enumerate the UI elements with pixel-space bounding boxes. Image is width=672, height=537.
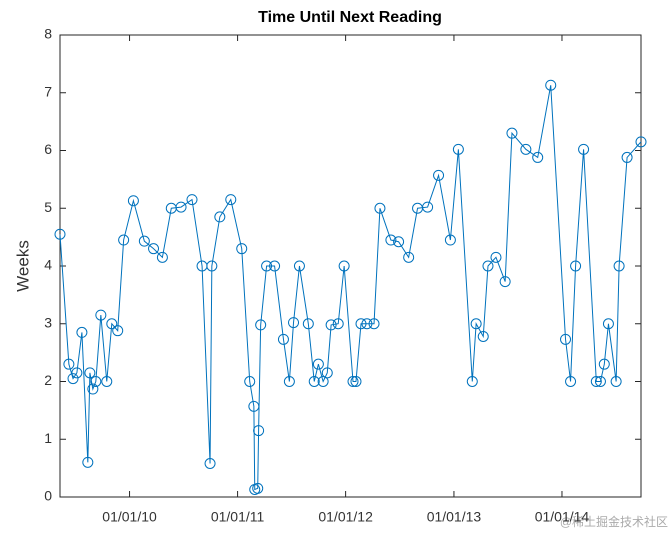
- data-point: [288, 317, 300, 329]
- data-point: [532, 151, 544, 163]
- data-point: [422, 201, 434, 213]
- y-tick-label: 8: [44, 26, 52, 42]
- data-point: [355, 318, 367, 330]
- chart-title: Time Until Next Reading: [258, 9, 442, 26]
- x-tick-label: 01/01/14: [535, 509, 590, 525]
- data-point: [332, 318, 344, 330]
- data-point: [361, 318, 373, 330]
- data-point: [156, 251, 168, 263]
- data-point: [560, 333, 572, 345]
- data-point: [236, 243, 248, 255]
- data-point: [452, 143, 464, 155]
- axes-box: [59, 34, 642, 498]
- data-point: [106, 318, 118, 330]
- data-point: [269, 260, 281, 272]
- data-point: [578, 143, 590, 155]
- data-point: [148, 243, 160, 255]
- data-point: [252, 482, 264, 494]
- data-point: [175, 201, 187, 213]
- data-point: [206, 260, 218, 272]
- y-tick-label: 3: [44, 314, 52, 330]
- data-point: [385, 234, 397, 246]
- data-point: [118, 234, 130, 246]
- data-point: [444, 234, 456, 246]
- data-point: [466, 376, 478, 387]
- data-point: [321, 367, 333, 379]
- data-point: [54, 228, 66, 240]
- y-tick-label: 6: [44, 141, 52, 157]
- data-point: [71, 367, 83, 379]
- y-tick-label: 4: [44, 257, 52, 273]
- data-point: [76, 326, 88, 338]
- data-point: [67, 373, 79, 385]
- data-point: [403, 251, 415, 263]
- y-tick-label: 7: [44, 83, 52, 99]
- data-point: [112, 325, 124, 337]
- data-point: [325, 319, 337, 331]
- data-point: [374, 202, 386, 214]
- data-point: [433, 169, 445, 181]
- data-point: [95, 309, 107, 321]
- data-point: [317, 376, 329, 387]
- data-point: [613, 260, 625, 272]
- data-point: [308, 376, 320, 387]
- data-point: [63, 358, 75, 370]
- y-tick-label: 2: [44, 372, 52, 388]
- data-point: [244, 376, 256, 387]
- data-point: [598, 358, 610, 370]
- data-point: [138, 235, 150, 247]
- data-point: [621, 151, 633, 163]
- data-point: [312, 358, 324, 370]
- data-point: [214, 211, 226, 223]
- data-point: [338, 260, 350, 272]
- data-point: [594, 376, 606, 387]
- data-point: [499, 276, 511, 288]
- data-point: [277, 333, 289, 345]
- data-point: [90, 376, 102, 387]
- x-tick-label: 01/01/13: [427, 509, 482, 525]
- x-tick-label: 01/01/11: [211, 509, 265, 525]
- data-point: [350, 376, 362, 387]
- data-point: [506, 127, 518, 139]
- data-point: [84, 367, 96, 379]
- y-tick-label: 0: [44, 488, 52, 504]
- y-tick-label: 1: [44, 430, 52, 446]
- data-point: [186, 194, 198, 206]
- data-point: [590, 376, 602, 387]
- data-point: [283, 376, 295, 387]
- watermark: @稀土掘金技术社区: [560, 514, 668, 529]
- x-tick-label: 01/01/10: [102, 509, 157, 525]
- data-point: [293, 260, 305, 272]
- data-point: [545, 79, 557, 91]
- data-point: [610, 376, 622, 387]
- data-point: [127, 195, 139, 207]
- data-point: [477, 330, 489, 342]
- data-point: [490, 251, 502, 263]
- data-point: [255, 319, 267, 331]
- data-point: [602, 318, 614, 330]
- data-point: [635, 136, 647, 148]
- data-point: [253, 425, 265, 437]
- data-point: [470, 318, 482, 330]
- x-tick-label: 01/01/12: [318, 509, 373, 525]
- data-point: [302, 318, 314, 330]
- data-point: [368, 318, 380, 330]
- data-point: [520, 143, 532, 155]
- y-axis-label: Weeks: [13, 240, 32, 292]
- data-point: [570, 260, 582, 272]
- data-point: [565, 376, 577, 387]
- data-point: [393, 236, 405, 248]
- data-point: [82, 456, 94, 468]
- y-tick-label: 5: [44, 199, 52, 215]
- data-point: [261, 260, 273, 272]
- data-point: [204, 458, 216, 470]
- data-point: [248, 400, 260, 412]
- data-point: [87, 383, 99, 395]
- data-point: [101, 376, 113, 387]
- data-point: [225, 194, 237, 206]
- data-point: [347, 376, 359, 387]
- data-point: [482, 260, 494, 272]
